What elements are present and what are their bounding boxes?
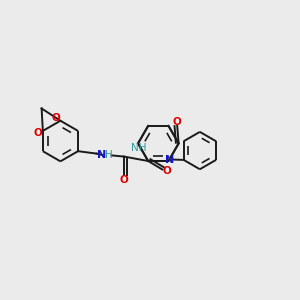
Text: O: O [34, 128, 42, 138]
Text: NH: NH [130, 143, 146, 153]
Text: O: O [119, 175, 128, 184]
Text: O: O [52, 113, 61, 123]
Text: N: N [97, 150, 106, 160]
Text: O: O [162, 166, 171, 176]
Text: N: N [165, 155, 174, 165]
Text: O: O [172, 117, 181, 127]
Text: H: H [105, 150, 112, 161]
